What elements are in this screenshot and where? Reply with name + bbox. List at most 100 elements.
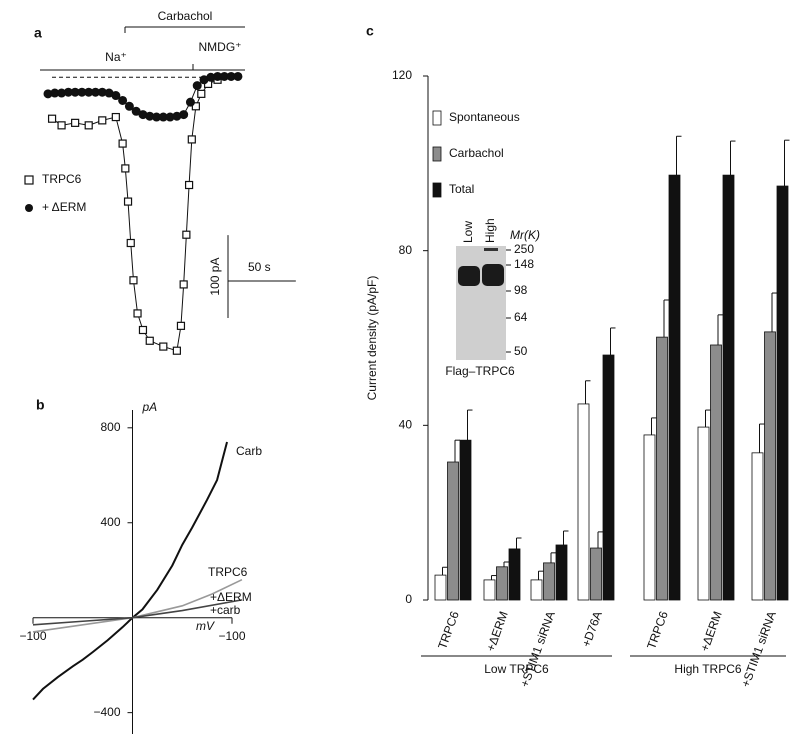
legend-label: Total — [449, 182, 474, 196]
x-tick-label: TRPC6 — [644, 609, 671, 651]
marker-circle — [192, 81, 202, 91]
trace-label: +ΔERM — [210, 590, 252, 604]
bar — [697, 426, 710, 601]
legend-swatch — [432, 182, 442, 198]
bar — [722, 174, 735, 601]
x-tick-label: +ΔERM — [483, 609, 510, 653]
bar — [668, 174, 681, 601]
x-tick-label: +STIM1 siRNA — [738, 609, 778, 689]
iv-trace — [32, 441, 228, 701]
y-tick-label: 0 — [405, 592, 412, 606]
bar — [776, 185, 789, 601]
y-tick-label: 800 — [100, 420, 120, 434]
y-tick-label: 80 — [399, 243, 413, 257]
marker-label: 250 — [514, 242, 534, 256]
x-tick-label: TRPC6 — [435, 609, 462, 651]
mr-label: Mr(K) — [510, 228, 540, 242]
blot — [456, 246, 506, 360]
marker-square — [47, 114, 57, 123]
bar — [602, 354, 615, 601]
marker-square — [184, 180, 194, 190]
trace-label: +carb — [210, 603, 241, 617]
bar — [656, 336, 668, 601]
inset-caption: Flag–TRPC6 — [445, 364, 515, 378]
marker-square — [57, 121, 66, 130]
blot-band — [482, 264, 504, 286]
marker-square — [126, 238, 135, 248]
legend-label: Spontaneous — [449, 110, 520, 124]
trace-label: TRPC6 — [208, 565, 248, 579]
bar — [459, 439, 472, 601]
trace-label: Carb — [236, 444, 262, 458]
bar — [764, 331, 776, 601]
marker-square — [129, 276, 138, 285]
iv-trace — [32, 599, 243, 626]
iv-trace — [32, 578, 243, 633]
marker-square — [191, 102, 200, 111]
marker-square — [159, 342, 168, 351]
annotation: Carbachol — [158, 9, 213, 23]
bar — [530, 579, 543, 601]
legend-swatch — [432, 110, 442, 126]
y-tick-label: −400 — [93, 705, 120, 719]
marker-square — [71, 118, 80, 127]
x-tick-label: −100 — [218, 629, 245, 643]
bar — [508, 548, 521, 601]
bar — [751, 452, 764, 601]
x-axis-label: mV — [196, 619, 215, 633]
group-label: Low TRPC6 — [484, 662, 549, 676]
marker-square — [133, 309, 142, 318]
bar — [543, 562, 555, 601]
x-tick-label: +STIM1 siRNA — [517, 609, 557, 689]
bar — [590, 547, 602, 601]
bar — [643, 434, 656, 601]
bar — [447, 461, 459, 601]
y-axis-label: pA — [142, 400, 158, 414]
y-tick-label: 40 — [399, 418, 413, 432]
x-tick-label: −100 — [19, 629, 46, 643]
marker-square — [172, 346, 181, 355]
legend-swatch — [432, 146, 442, 162]
lane-label: High — [483, 218, 497, 243]
panel-label: c — [366, 23, 374, 39]
annotation: Na⁺ — [105, 50, 127, 64]
marker-square — [182, 230, 191, 239]
panel-label: b — [36, 397, 45, 413]
marker-circle — [111, 91, 121, 101]
marker-label: 148 — [514, 257, 534, 271]
marker-square — [197, 89, 206, 98]
marker-label: 50 — [514, 344, 528, 358]
marker-square — [98, 116, 107, 125]
bar — [496, 566, 508, 601]
marker-circle — [124, 101, 134, 111]
bar — [483, 579, 496, 601]
blot-band — [458, 266, 480, 286]
lane-label: Low — [461, 221, 475, 243]
marker-circle — [185, 97, 195, 107]
bar — [710, 344, 722, 601]
legend-label: Carbachol — [449, 146, 504, 160]
scale-label: 50 s — [248, 260, 271, 274]
marker-square — [111, 112, 120, 122]
y-axis-label: Current density (pA/pF) — [365, 276, 379, 401]
x-tick-label: +ΔERM — [697, 609, 724, 653]
marker-square — [187, 135, 196, 144]
marker-square — [121, 164, 130, 173]
marker-circle — [233, 71, 243, 81]
marker-square — [176, 321, 186, 330]
bar — [577, 403, 590, 601]
y-tick-label: 400 — [100, 515, 120, 529]
legend-label: TRPC6 — [42, 172, 82, 186]
bar — [434, 574, 447, 601]
marker-square — [123, 197, 133, 206]
marker-circle — [118, 95, 128, 105]
legend-marker — [25, 204, 33, 212]
panel-label: a — [34, 25, 42, 41]
marker-square — [118, 139, 127, 148]
marker-square — [179, 280, 188, 289]
marker-square — [145, 336, 154, 345]
marker-square — [84, 121, 93, 130]
legend-label: + ΔERM — [42, 200, 86, 214]
